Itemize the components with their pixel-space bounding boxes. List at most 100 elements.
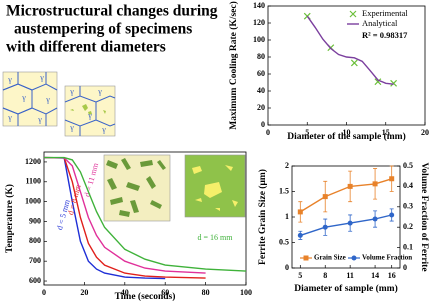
data-point [297, 232, 303, 238]
y-tick-label: 140 [253, 1, 265, 10]
data-point [297, 209, 303, 215]
y-tick-label: 0 [403, 263, 407, 272]
data-point [389, 176, 395, 182]
y-axis-label: Ferrite Grain Size (μm) [257, 169, 268, 265]
y-tick-label: 0.5 [279, 237, 289, 246]
y2-axis-label: Volume Fraction of Ferrite [419, 162, 429, 271]
plot-frame [43, 151, 247, 286]
y-axis-label: Maximum Cooling Rate (K/sec) [228, 1, 239, 130]
x-axis-label: Diameter of sample (mm) [294, 283, 398, 294]
phase-label: γ [7, 75, 12, 84]
series-label: d = 8 mm [66, 183, 83, 216]
phase-label: γ [97, 87, 102, 96]
phase-label: γ [69, 87, 74, 96]
y-tick-label: 0.4 [403, 181, 413, 190]
x-tick-label: 16 [388, 271, 396, 280]
x-tick-label: 5 [298, 271, 302, 280]
micrograph [2, 71, 58, 127]
y-tick-label: 1100 [25, 177, 41, 186]
y-tick-label: 700 [29, 256, 41, 265]
phase-label: γ [39, 73, 44, 82]
series-line [299, 178, 392, 213]
x-tick-label: 5 [305, 128, 309, 137]
series-label: d = 16 mm [198, 233, 234, 242]
series-label: d = 11 mm [83, 161, 101, 198]
y-tick-label: 80 [257, 52, 265, 61]
x-tick-label: 80 [202, 288, 210, 297]
y-tick-label: 40 [257, 86, 265, 95]
phase-label: γ [101, 125, 106, 134]
y-tick-label: 900 [29, 216, 41, 225]
title-line: austempering of specimens [14, 21, 192, 38]
y-tick-label: 1.5 [279, 186, 289, 195]
series-line [44, 156, 247, 272]
y-tick-label: 60 [257, 69, 265, 78]
data-point [374, 78, 382, 86]
x-tick-label: 10 [343, 128, 351, 137]
y-tick-label: 0.1 [403, 242, 413, 251]
y-tick-label: 120 [253, 18, 265, 27]
series-line [43, 156, 206, 279]
data-point [322, 224, 328, 230]
legend-marker [351, 255, 357, 261]
series-line [43, 156, 206, 274]
y-tick-label: 100 [253, 35, 265, 44]
legend-label: Grain Size [314, 254, 346, 262]
phase-label: γ [45, 95, 50, 104]
phase-label: γ [37, 115, 42, 124]
micrograph [184, 154, 246, 218]
y-tick-label: 0.5 [403, 161, 413, 170]
y-tick-label: 600 [29, 276, 41, 285]
phase-label: γ [87, 111, 92, 120]
data-point [390, 79, 398, 87]
x-tick-label: 20 [80, 288, 88, 297]
title-line: Microstructural changes during [6, 3, 218, 20]
x-tick-label: 11 [346, 271, 354, 280]
y-axis-label: Temperature (K) [4, 184, 15, 253]
data-point [350, 59, 358, 67]
legend-label: Analytical [362, 18, 398, 28]
phase-label: γ [69, 123, 74, 132]
data-point [347, 220, 353, 226]
legend-label: Experimental [362, 8, 408, 18]
series-line [306, 15, 394, 85]
x-tick-label: 40 [121, 288, 129, 297]
phase-label: γ [7, 113, 12, 122]
y-tick-label: 0.2 [403, 222, 413, 231]
y-tick-label: 2 [285, 161, 289, 170]
y-tick-label: 0 [261, 120, 265, 129]
data-point [372, 181, 378, 187]
legend-marker [303, 255, 309, 261]
data-point [372, 216, 378, 222]
y-tick-label: 20 [257, 103, 265, 112]
title-line: with different diameters [6, 39, 166, 56]
y-tick-label: 1200 [25, 157, 41, 166]
y-tick-label: 0.3 [403, 202, 413, 211]
legend-label: Volume Fraction [362, 254, 412, 262]
x-tick-label: 8 [323, 271, 327, 280]
x-axis-label: Time (seconds) [115, 291, 176, 302]
x-tick-label: 14 [371, 271, 379, 280]
micrograph [64, 85, 116, 137]
y-tick-label: 0 [285, 263, 289, 272]
x-tick-label: 0 [266, 128, 270, 137]
x-axis-label: Diameter of the sample (mm) [287, 131, 406, 142]
x-tick-label: 0 [42, 288, 46, 297]
phase-label: γ [21, 93, 26, 102]
legend-swatch [349, 10, 357, 18]
micrograph [103, 154, 171, 222]
series-line [43, 156, 166, 280]
plot-frame [267, 5, 426, 126]
series-line [300, 214, 392, 237]
x-tick-label: 100 [240, 288, 252, 297]
y-tick-label: 1000 [25, 196, 41, 205]
data-point [389, 212, 395, 218]
y-tick-label: 1 [285, 212, 289, 221]
x-tick-label: 15 [382, 128, 390, 137]
data-point [322, 194, 328, 200]
x-tick-label: 20 [421, 128, 429, 137]
y-tick-label: 800 [29, 236, 41, 245]
annotation: R² = 0.98317 [362, 30, 408, 40]
data-point [347, 183, 353, 189]
